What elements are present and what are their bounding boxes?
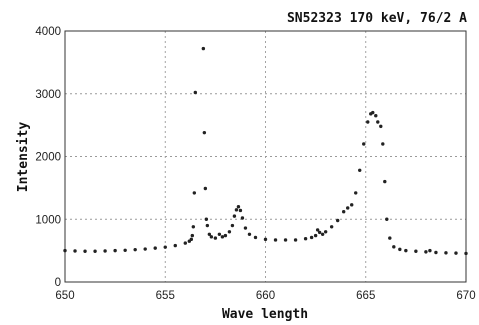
data-point: [213, 236, 218, 240]
data-point: [273, 238, 278, 242]
data-point: [143, 247, 147, 251]
data-point: [190, 233, 195, 238]
y-tick-label: 4000: [35, 26, 61, 38]
data-point: [192, 191, 197, 195]
data-point: [392, 245, 396, 249]
data-point: [204, 217, 209, 221]
data-point: [153, 246, 157, 250]
data-point: [209, 235, 214, 239]
data-point: [123, 248, 127, 253]
data-point: [283, 238, 288, 242]
x-axis-label: Wave length: [222, 307, 308, 322]
y-tick-label: 2000: [35, 152, 61, 164]
data-point: [93, 249, 97, 253]
x-tick-label: 670: [456, 290, 475, 302]
data-point: [83, 249, 87, 253]
data-point: [234, 208, 239, 212]
y-tick-label: 1000: [35, 214, 61, 226]
data-point: [414, 249, 418, 253]
y-tick-label: 3000: [35, 89, 61, 101]
y-tick-label: 0: [55, 277, 61, 289]
data-point: [207, 232, 212, 237]
data-point: [183, 241, 187, 245]
data-point: [371, 110, 375, 115]
data-point: [341, 210, 346, 214]
data-point: [217, 232, 222, 237]
data-point: [73, 249, 77, 253]
data-point: [434, 250, 438, 255]
data-point: [323, 230, 328, 234]
grid-layer: [65, 31, 466, 282]
chart-title: SN52323 170 keV, 76/2 A: [287, 11, 467, 26]
plot-frame: [64, 30, 467, 283]
data-point: [454, 251, 458, 255]
data-point: [173, 243, 177, 248]
data-point: [163, 245, 167, 249]
x-tick-label: 655: [156, 290, 175, 302]
tick-layer: 650 655 660 665 670 0 1000 2000 3000 4000: [35, 26, 475, 302]
data-point: [313, 233, 318, 238]
data-point: [379, 124, 383, 129]
data-point: [191, 225, 196, 229]
data-point: [381, 142, 385, 146]
data-point: [205, 223, 210, 228]
data-point: [376, 120, 380, 124]
data-point: [362, 142, 366, 146]
data-point: [398, 247, 402, 252]
data-point: [374, 114, 378, 118]
data-point: [230, 223, 235, 228]
x-tick-label: 660: [256, 290, 275, 302]
data-point: [63, 248, 67, 253]
data-point: [335, 218, 340, 223]
data-point: [293, 238, 298, 242]
data-point: [358, 168, 362, 173]
data-point: [247, 232, 252, 237]
data-point: [263, 237, 268, 242]
data-point: [238, 208, 243, 213]
data-point: [133, 247, 137, 252]
data-point: [354, 191, 358, 195]
data-point: [383, 179, 387, 184]
y-axis-label: Intensity: [16, 122, 31, 193]
data-point: [404, 248, 408, 253]
data-point: [236, 205, 241, 209]
data-point: [113, 248, 117, 253]
data-point: [232, 214, 237, 218]
data-point: [201, 46, 206, 51]
data-point: [203, 186, 208, 191]
data-point: [193, 90, 198, 95]
data-point: [385, 217, 389, 221]
data-point: [350, 203, 354, 207]
data-point: [240, 216, 245, 220]
data-point: [329, 225, 334, 229]
data-point: [315, 228, 320, 232]
data-point: [103, 249, 107, 253]
data-point: [464, 251, 468, 256]
data-point: [346, 206, 350, 210]
data-point: [388, 236, 392, 240]
data-point: [424, 250, 428, 254]
data-point: [189, 237, 194, 242]
data-point: [428, 248, 432, 253]
data-point: [320, 232, 325, 237]
data-point: [309, 235, 314, 240]
data-point: [227, 230, 232, 234]
data-point: [220, 235, 225, 239]
x-tick-label: 665: [356, 290, 375, 302]
data-point: [317, 230, 322, 235]
data-point: [202, 130, 207, 135]
x-tick-label: 650: [55, 290, 74, 302]
data-point: [366, 120, 370, 124]
data-point: [303, 237, 308, 241]
data-point: [253, 235, 258, 240]
point-layer: [63, 46, 468, 256]
data-point: [223, 233, 228, 238]
data-point: [444, 251, 448, 255]
data-point: [243, 226, 248, 230]
